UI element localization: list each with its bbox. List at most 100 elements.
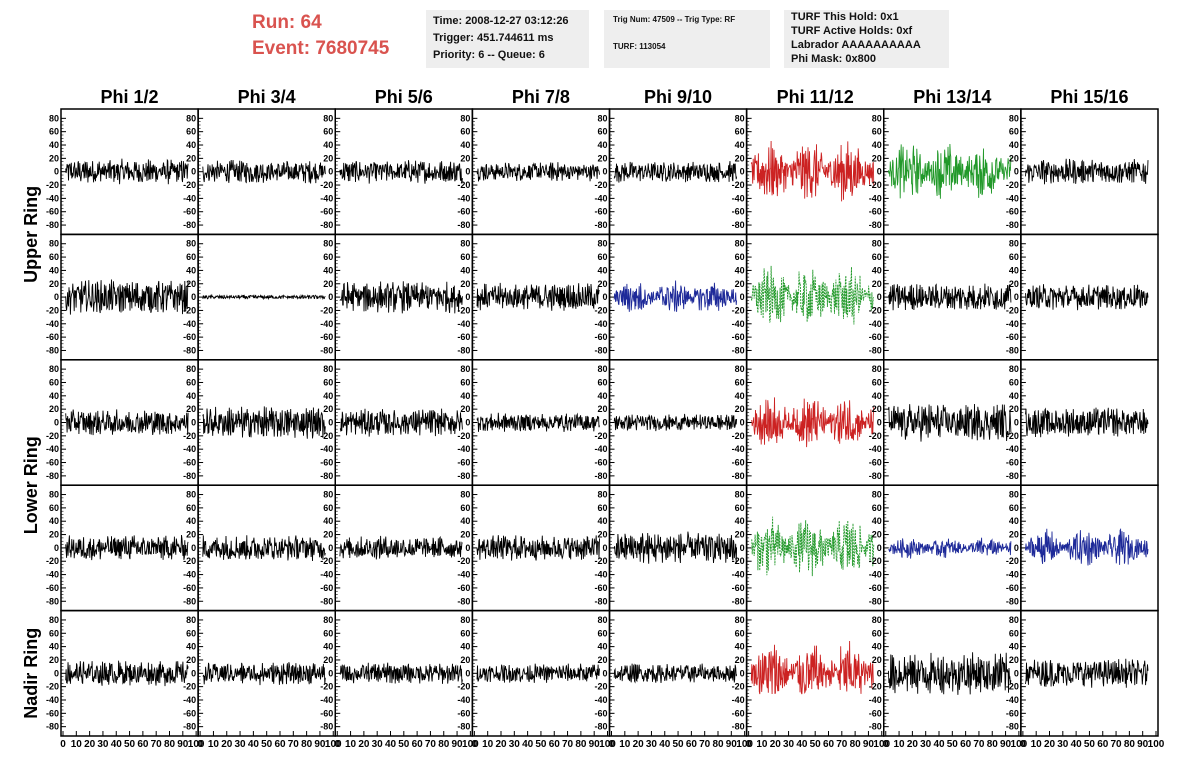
y-tick-label: -60 bbox=[320, 332, 333, 342]
y-tick-label: 80 bbox=[1009, 490, 1019, 500]
y-tick-label: 40 bbox=[49, 642, 59, 652]
y-tick-label: -20 bbox=[46, 431, 59, 441]
y-tick-label: -20 bbox=[46, 682, 59, 692]
x-tick-label: 80 bbox=[712, 739, 724, 750]
y-tick-label: 20 bbox=[1009, 404, 1019, 414]
y-tick-label: -40 bbox=[46, 695, 59, 705]
y-tick-label: 40 bbox=[597, 391, 607, 401]
waveform-trace bbox=[750, 140, 875, 202]
x-tick-label: 70 bbox=[151, 739, 163, 750]
y-tick-label: 40 bbox=[460, 391, 470, 401]
x-tick-label: 20 bbox=[907, 739, 919, 750]
y-tick-label: -80 bbox=[1006, 722, 1019, 732]
y-tick-label: -40 bbox=[46, 444, 59, 454]
waveform-trace bbox=[65, 158, 189, 185]
y-tick-label: 20 bbox=[597, 530, 607, 540]
y-tick-label: 20 bbox=[872, 404, 882, 414]
y-tick-label: -40 bbox=[732, 570, 745, 580]
x-tick-label: 60 bbox=[960, 739, 972, 750]
turf-active-text: TURF Active Holds: 0xf bbox=[791, 25, 913, 37]
y-tick-label: 60 bbox=[323, 503, 333, 513]
x-tick-label: 70 bbox=[836, 739, 848, 750]
y-tick-label: -80 bbox=[457, 722, 470, 732]
y-tick-label: 0 bbox=[54, 668, 59, 678]
y-tick-label: 60 bbox=[49, 252, 59, 262]
x-tick-label: 0 bbox=[334, 739, 340, 750]
y-tick-label: 80 bbox=[1009, 113, 1019, 123]
y-tick-label: 20 bbox=[186, 655, 196, 665]
y-tick-label: -20 bbox=[732, 431, 745, 441]
y-tick-label: -80 bbox=[46, 596, 59, 606]
y-tick-label: 20 bbox=[460, 655, 470, 665]
y-tick-label: -60 bbox=[183, 458, 196, 468]
y-tick-label: 0 bbox=[465, 418, 470, 428]
y-tick-label: 0 bbox=[54, 418, 59, 428]
column-label: Phi 3/4 bbox=[238, 87, 296, 107]
y-tick-label: -60 bbox=[320, 583, 333, 593]
waveform-trace bbox=[65, 534, 189, 561]
y-tick-label: -60 bbox=[732, 583, 745, 593]
y-tick-label: 20 bbox=[323, 530, 333, 540]
waveform-trace bbox=[751, 397, 875, 448]
y-tick-label: -80 bbox=[1006, 596, 1019, 606]
y-tick-label: -60 bbox=[46, 583, 59, 593]
y-tick-label: 80 bbox=[735, 615, 745, 625]
y-tick-label: -60 bbox=[1006, 332, 1019, 342]
x-tick-label: 100 bbox=[1011, 739, 1028, 750]
y-tick-label: -60 bbox=[457, 332, 470, 342]
x-tick-label: 60 bbox=[137, 739, 149, 750]
y-tick-label: 20 bbox=[597, 655, 607, 665]
y-tick-label: 20 bbox=[186, 153, 196, 163]
y-tick-label: 0 bbox=[191, 668, 196, 678]
y-tick-label: -20 bbox=[732, 305, 745, 315]
waveform-trace bbox=[202, 293, 326, 301]
y-tick-label: 20 bbox=[49, 655, 59, 665]
y-tick-label: -20 bbox=[457, 180, 470, 190]
y-tick-label: -40 bbox=[320, 695, 333, 705]
x-tick-label: 90 bbox=[314, 739, 326, 750]
y-tick-label: -60 bbox=[46, 207, 59, 217]
y-tick-label: -20 bbox=[320, 305, 333, 315]
column-label: Phi 1/2 bbox=[101, 87, 159, 107]
y-tick-label: 40 bbox=[872, 391, 882, 401]
time-text: Time: 2008-12-27 03:12:26 bbox=[433, 15, 569, 27]
y-tick-label: -40 bbox=[869, 444, 882, 454]
x-tick-label: 20 bbox=[495, 739, 507, 750]
y-tick-label: 80 bbox=[49, 490, 59, 500]
y-tick-label: 0 bbox=[602, 668, 607, 678]
y-tick-label: -80 bbox=[1006, 220, 1019, 230]
x-tick-label: 80 bbox=[164, 739, 176, 750]
priority-text: Priority: 6 -- Queue: 6 bbox=[433, 49, 545, 61]
y-tick-label: -60 bbox=[183, 207, 196, 217]
y-tick-label: -20 bbox=[869, 556, 882, 566]
y-tick-label: 80 bbox=[323, 113, 333, 123]
y-tick-label: -80 bbox=[183, 722, 196, 732]
y-tick-label: -20 bbox=[183, 180, 196, 190]
y-tick-label: 80 bbox=[735, 490, 745, 500]
y-tick-label: 80 bbox=[597, 113, 607, 123]
y-tick-label: -20 bbox=[183, 305, 196, 315]
y-tick-label: 80 bbox=[597, 364, 607, 374]
y-tick-label: -40 bbox=[732, 193, 745, 203]
y-tick-label: -20 bbox=[320, 682, 333, 692]
y-tick-label: 60 bbox=[186, 377, 196, 387]
y-tick-label: 80 bbox=[49, 615, 59, 625]
run-number: Run: 64 bbox=[252, 12, 322, 33]
y-tick-label: 0 bbox=[740, 543, 745, 553]
y-tick-label: 0 bbox=[191, 292, 196, 302]
turf-hold-text: TURF This Hold: 0x1 bbox=[791, 11, 899, 23]
x-tick-label: 100 bbox=[1148, 739, 1165, 750]
y-tick-label: -60 bbox=[594, 332, 607, 342]
y-tick-label: -20 bbox=[183, 431, 196, 441]
x-tick-label: 80 bbox=[987, 739, 999, 750]
y-tick-label: -80 bbox=[732, 471, 745, 481]
waveform-trace bbox=[887, 403, 1012, 442]
y-tick-label: 40 bbox=[597, 642, 607, 652]
y-tick-label: 80 bbox=[735, 113, 745, 123]
y-tick-label: -20 bbox=[594, 305, 607, 315]
y-tick-label: 0 bbox=[740, 668, 745, 678]
x-tick-label: 60 bbox=[274, 739, 286, 750]
waveform-trace bbox=[476, 282, 600, 311]
event-number: Event: 7680745 bbox=[252, 38, 390, 59]
y-tick-label: 40 bbox=[735, 391, 745, 401]
